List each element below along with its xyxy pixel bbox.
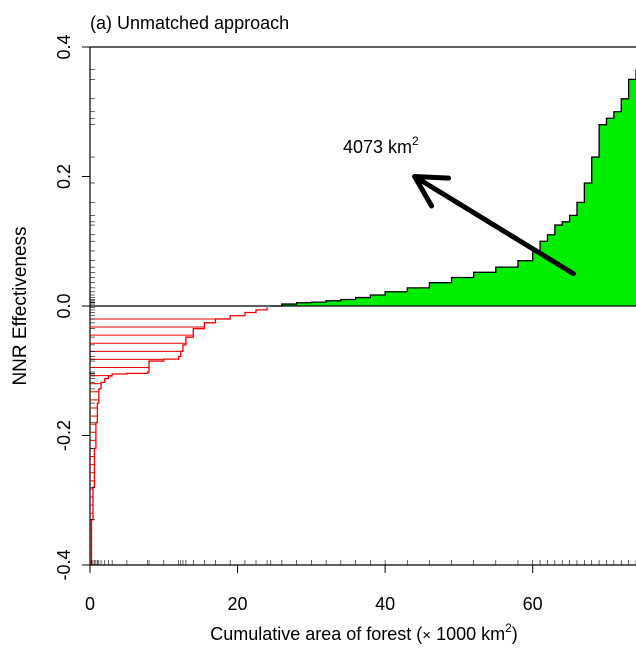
- x-axis-label: Cumulative area of forest (× 1000 km2): [210, 621, 518, 644]
- x-axis: 0 20 40 60: [85, 565, 543, 614]
- x-axis-label-times: ×: [422, 627, 431, 644]
- y-tick-label: 0.0: [54, 293, 74, 318]
- y-tick-label: -0.2: [54, 420, 74, 451]
- x-axis-label-suffix: ): [512, 624, 518, 644]
- plot-area: [89, 46, 636, 566]
- hatch-layer: [90, 318, 216, 563]
- y-axis: -0.4 -0.2 0.0 0.2 0.4: [54, 34, 90, 581]
- annotation-arrow-shaft: [412, 174, 576, 277]
- panel-title: (a) Unmatched approach: [90, 13, 289, 33]
- x-tick-label: 40: [375, 594, 395, 614]
- x-axis-label-sup: 2: [505, 621, 512, 635]
- x-tick-label: 20: [228, 594, 248, 614]
- negative-curve: [90, 307, 268, 566]
- y-tick-label: 0.2: [54, 164, 74, 189]
- line-layer: [90, 69, 636, 566]
- positive-curve: [270, 69, 636, 307]
- y-axis-label: NNR Effectiveness: [10, 226, 31, 385]
- annotation-label: 4073 km2: [343, 134, 419, 157]
- annotation-label-text: 4073 km: [343, 137, 412, 157]
- x-axis-label-unit: 1000 km: [431, 624, 505, 644]
- x-tick-label: 0: [85, 594, 95, 614]
- positive-area: [270, 69, 636, 306]
- annotation-arrow-head: [412, 174, 452, 209]
- annotation: 4073 km2: [343, 134, 576, 277]
- fill-layer: [270, 69, 636, 306]
- rug-layer: [89, 69, 636, 566]
- y-tick-label: 0.4: [54, 34, 74, 59]
- x-axis-label-prefix: Cumulative area of forest (: [210, 624, 422, 644]
- x-tick-label: 60: [523, 594, 543, 614]
- y-tick-label: -0.4: [54, 549, 74, 580]
- annotation-label-sup: 2: [412, 134, 419, 148]
